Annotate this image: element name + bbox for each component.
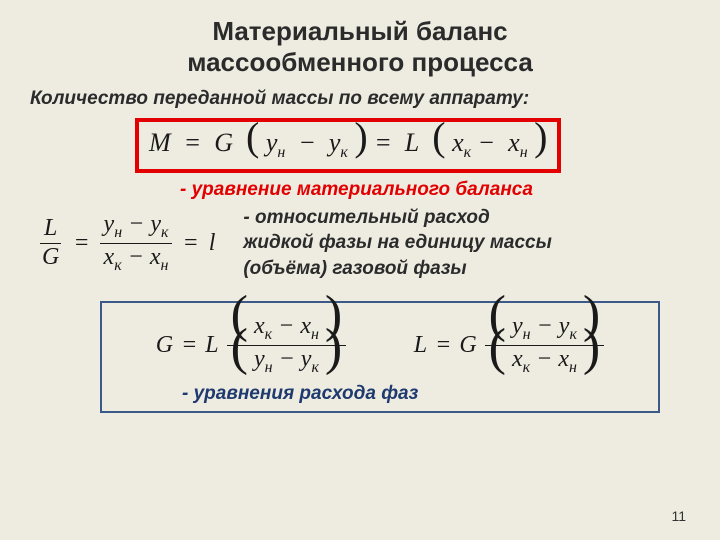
- sub: н: [569, 358, 577, 375]
- equation-3b: L = G ( yн − yк ) ( xк − xн ): [414, 313, 605, 376]
- den: ( yн − yк ): [227, 346, 347, 377]
- sym-x: x: [150, 244, 161, 270]
- sub: к: [523, 358, 530, 375]
- sym-L: L: [405, 128, 419, 157]
- rparen-icon: ): [534, 114, 547, 159]
- sym-minus: −: [278, 313, 294, 339]
- sub-k: к: [340, 145, 347, 162]
- sym-eq: =: [73, 230, 89, 257]
- sub-n: н: [277, 145, 285, 162]
- sym-G: G: [156, 332, 173, 359]
- frac-LG: L G: [38, 215, 63, 271]
- equation-3a: G = L ( xк − xн ) ( yн − yк ): [156, 313, 347, 376]
- caption-balance: - уравнение материального баланса: [0, 173, 720, 201]
- sym-eq: =: [181, 332, 197, 359]
- sym-x: x: [254, 313, 265, 339]
- sub: н: [114, 224, 122, 241]
- num: yн − yк: [100, 211, 173, 243]
- caption-flow: - уравнения расхода фаз: [122, 377, 638, 405]
- sym-minus: −: [128, 244, 144, 270]
- sub: н: [523, 326, 531, 343]
- desc-ratio: - относительный расход жидкой фазы на ед…: [215, 205, 551, 282]
- sym-y: y: [301, 346, 312, 372]
- sym-l: l: [209, 230, 216, 257]
- lparen-icon: (: [231, 319, 248, 376]
- sym-eq: =: [184, 128, 202, 157]
- sym-eq: =: [435, 332, 451, 359]
- sym-L: L: [40, 215, 61, 244]
- rparen-icon: ): [325, 319, 342, 376]
- sym-y: y: [512, 313, 523, 339]
- page-number: 11: [671, 508, 686, 524]
- desc-line-1: - относительный расход: [243, 207, 489, 228]
- sym-x: x: [508, 128, 520, 157]
- frac: ( yн − yк ) ( xк − xн ): [485, 313, 605, 376]
- frac-yx: yн − yк xк − xн: [100, 211, 173, 274]
- equation-2: L G = yн − yк xк − xн = l: [30, 211, 215, 274]
- sym-x: x: [558, 346, 569, 372]
- sym-L: L: [205, 332, 218, 359]
- rparen-icon: ): [583, 319, 600, 376]
- subtitle: Количество переданной массы по всему апп…: [0, 78, 720, 118]
- slide-title: Материальный баланс массообменного проце…: [0, 0, 720, 78]
- equation-1: M = G ( yн − yк ) = L ( xк − xн ): [149, 128, 547, 157]
- sym-minus: −: [537, 313, 553, 339]
- sym-L: L: [414, 332, 427, 359]
- sym-M: M: [149, 128, 171, 157]
- row-ratio: L G = yн − yк xк − xн = l - относительны…: [0, 201, 720, 282]
- sub: к: [161, 224, 168, 241]
- sub: н: [311, 326, 319, 343]
- sym-minus: −: [478, 128, 496, 157]
- sym-minus: −: [536, 346, 552, 372]
- den: xк − xн: [100, 244, 173, 275]
- frac: ( xк − xн ) ( yн − yк ): [227, 313, 347, 376]
- sym-eq: =: [374, 128, 392, 157]
- desc-line-2: жидкой фазы на единицу массы: [243, 232, 551, 253]
- sym-y: y: [559, 313, 570, 339]
- sym-x: x: [300, 313, 311, 339]
- sym-y: y: [104, 211, 115, 237]
- sym-minus: −: [128, 211, 144, 237]
- sub: к: [311, 358, 318, 375]
- sym-x: x: [104, 244, 115, 270]
- sym-x: x: [452, 128, 464, 157]
- sub: н: [161, 256, 169, 273]
- sym-minus: −: [298, 128, 316, 157]
- sub: н: [265, 358, 273, 375]
- equation-3-row: G = L ( xк − xн ) ( yн − yк ): [122, 313, 638, 376]
- rparen-icon: ): [354, 114, 367, 159]
- title-line-1: Материальный баланс: [212, 16, 507, 46]
- lparen-icon: (: [246, 114, 259, 159]
- sub-k: к: [464, 145, 471, 162]
- desc-line-3: (объёма) газовой фазы: [243, 258, 466, 279]
- equation-1-box: M = G ( yн − yк ) = L ( xк − xн ): [135, 118, 561, 172]
- sym-minus: −: [279, 346, 295, 372]
- sub: к: [114, 256, 121, 273]
- sym-y: y: [266, 128, 278, 157]
- sym-G: G: [214, 128, 233, 157]
- sym-G: G: [459, 332, 476, 359]
- lparen-icon: (: [489, 319, 506, 376]
- sym-y: y: [150, 211, 161, 237]
- sym-y: y: [254, 346, 265, 372]
- sym-y: y: [329, 128, 341, 157]
- sym-eq: =: [182, 230, 198, 257]
- den: ( xк − xн ): [485, 346, 605, 377]
- sub: к: [569, 326, 576, 343]
- sym-x: x: [512, 346, 523, 372]
- lparen-icon: (: [432, 114, 445, 159]
- title-line-2: массообменного процесса: [187, 47, 533, 77]
- sub: к: [265, 326, 272, 343]
- equation-3-box: G = L ( xк − xн ) ( yн − yк ): [100, 301, 660, 412]
- sym-G: G: [38, 244, 63, 272]
- sub-n: н: [520, 145, 528, 162]
